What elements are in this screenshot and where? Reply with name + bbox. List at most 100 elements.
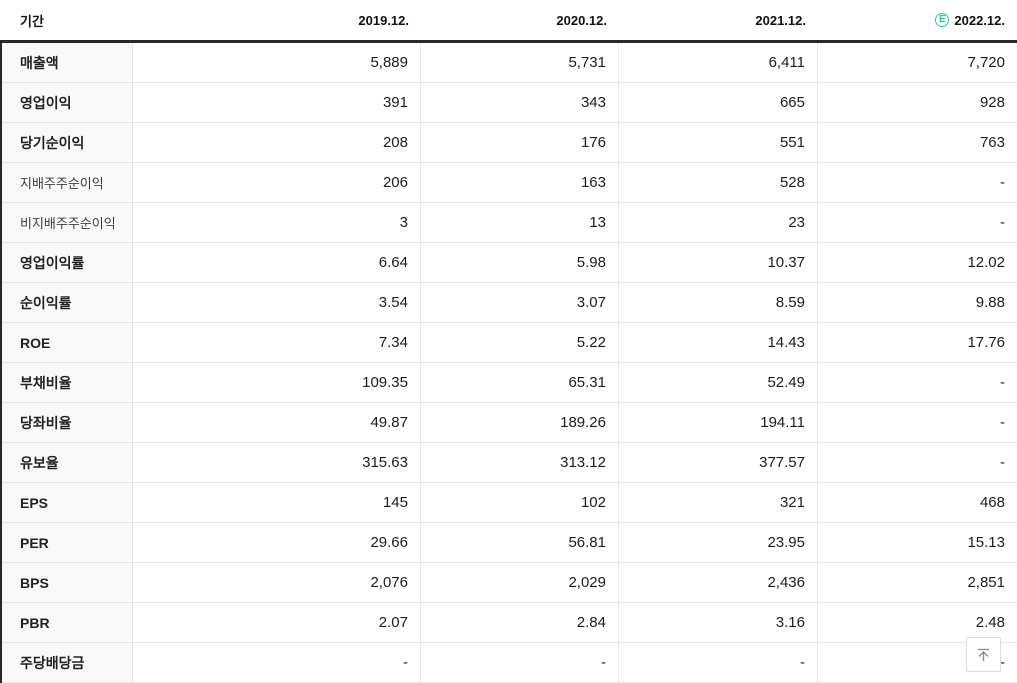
row-label: 유보율	[0, 443, 133, 482]
cell-value: 145	[133, 483, 421, 522]
table-row: PBR 2.07 2.84 3.16 2.48	[0, 603, 1017, 643]
column-header-2020: 2020.12.	[421, 13, 619, 28]
header-divider	[0, 40, 1017, 43]
table-row: 당좌비율 49.87 189.26 194.11 -	[0, 403, 1017, 443]
cell-value: 109.35	[133, 363, 421, 402]
row-label: PER	[0, 523, 133, 562]
table-row: 비지배주주순이익 3 13 23 -	[0, 203, 1017, 243]
cell-value: -	[619, 643, 818, 682]
cell-value: 3.54	[133, 283, 421, 322]
column-header-2019: 2019.12.	[133, 13, 421, 28]
cell-value: 14.43	[619, 323, 818, 362]
cell-value: -	[1000, 214, 1005, 231]
cell-value: 5,731	[421, 43, 619, 82]
column-header-label: 2021.12.	[755, 12, 806, 28]
row-label: ROE	[0, 323, 133, 362]
row-label: 영업이익	[0, 83, 133, 122]
cell-value: 377.57	[619, 443, 818, 482]
cell-value: 2.07	[133, 603, 421, 642]
cell-value: 189.26	[421, 403, 619, 442]
cell-value: 17.76	[967, 334, 1005, 351]
table-row: PER 29.66 56.81 23.95 15.13	[0, 523, 1017, 563]
cell-value: -	[1000, 414, 1005, 431]
row-label: PBR	[0, 603, 133, 642]
cell-value: 391	[133, 83, 421, 122]
cell-value: 7.34	[133, 323, 421, 362]
row-label: 주당배당금	[0, 643, 133, 682]
row-label: 당좌비율	[0, 403, 133, 442]
cell-value: 3	[133, 203, 421, 242]
cell-value: 102	[421, 483, 619, 522]
table-row: EPS 145 102 321 468	[0, 483, 1017, 523]
row-label: BPS	[0, 563, 133, 602]
cell-value: 206	[133, 163, 421, 202]
cell-value: 9.88	[975, 294, 1005, 311]
cell-value: 528	[619, 163, 818, 202]
cell-value: 315.63	[133, 443, 421, 482]
cell-value: -	[1000, 454, 1005, 471]
arrow-up-to-top-icon	[975, 646, 992, 663]
table-row: 영업이익률 6.64 5.98 10.37 12.02	[0, 243, 1017, 283]
cell-value: 2.48	[975, 614, 1005, 631]
table-row: 주당배당금 - - - -	[0, 643, 1017, 683]
cell-value: 313.12	[421, 443, 619, 482]
table-row: 유보율 315.63 313.12 377.57 -	[0, 443, 1017, 483]
cell-value: 763	[979, 134, 1005, 151]
cell-value: 928	[979, 94, 1005, 111]
cell-value: 23	[619, 203, 818, 242]
cell-value: 2,851	[967, 574, 1005, 591]
table-row: BPS 2,076 2,029 2,436 2,851	[0, 563, 1017, 603]
column-header-label: 2019.12.	[358, 12, 409, 28]
row-label: 순이익률	[0, 283, 133, 322]
table-row: 부채비율 109.35 65.31 52.49 -	[0, 363, 1017, 403]
row-label: EPS	[0, 483, 133, 522]
cell-value: 13	[421, 203, 619, 242]
column-header-2022-estimate: E 2022.12.	[818, 13, 1017, 28]
cell-value: 665	[619, 83, 818, 122]
cell-value: 2,029	[421, 563, 619, 602]
cell-value: 468	[979, 494, 1005, 511]
cell-value: 194.11	[619, 403, 818, 442]
cell-value: -	[1000, 374, 1005, 391]
cell-value: 56.81	[421, 523, 619, 562]
cell-value: 8.59	[619, 283, 818, 322]
table-row: 순이익률 3.54 3.07 8.59 9.88	[0, 283, 1017, 323]
row-label: 영업이익률	[0, 243, 133, 282]
row-label: 비지배주주순이익	[0, 203, 133, 242]
table-row: 지배주주순이익 206 163 528 -	[0, 163, 1017, 203]
cell-value: 52.49	[619, 363, 818, 402]
cell-value: 343	[421, 83, 619, 122]
row-label: 지배주주순이익	[0, 163, 133, 202]
table-row: 영업이익 391 343 665 928	[0, 83, 1017, 123]
cell-value: 7,720	[967, 54, 1005, 71]
cell-value: 6,411	[619, 43, 818, 82]
table-header-row: 기간 2019.12. 2020.12. 2021.12. E 2022.12.	[0, 0, 1017, 40]
column-header-period: 기간	[20, 13, 44, 29]
row-label: 부채비율	[0, 363, 133, 402]
cell-value: 2.84	[421, 603, 619, 642]
cell-value: 29.66	[133, 523, 421, 562]
table-left-border	[0, 43, 2, 683]
column-header-label: 2022.12.	[954, 12, 1005, 28]
cell-value: 5.22	[421, 323, 619, 362]
cell-value: 3.07	[421, 283, 619, 322]
table-row: 매출액 5,889 5,731 6,411 7,720	[0, 43, 1017, 83]
scroll-to-top-button[interactable]	[966, 637, 1001, 672]
cell-value: 49.87	[133, 403, 421, 442]
cell-value: 2,076	[133, 563, 421, 602]
cell-value: 208	[133, 123, 421, 162]
cell-value: -	[133, 643, 421, 682]
cell-value: -	[1000, 174, 1005, 191]
cell-value: 23.95	[619, 523, 818, 562]
cell-value: 6.64	[133, 243, 421, 282]
table-row: 당기순이익 208 176 551 763	[0, 123, 1017, 163]
cell-value: 12.02	[967, 254, 1005, 271]
table-body: 매출액 5,889 5,731 6,411 7,720 영업이익 391 343…	[0, 43, 1017, 683]
cell-value: -	[1000, 654, 1005, 671]
cell-value: 5.98	[421, 243, 619, 282]
cell-value: 3.16	[619, 603, 818, 642]
cell-value: 65.31	[421, 363, 619, 402]
cell-value: -	[421, 643, 619, 682]
column-header-label: 2020.12.	[556, 12, 607, 28]
